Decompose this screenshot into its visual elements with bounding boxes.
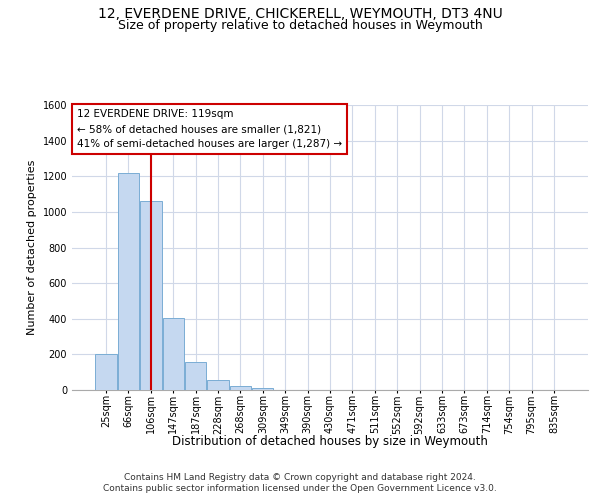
Bar [185, 362, 206, 390]
Bar [252, 388, 274, 390]
Text: Distribution of detached houses by size in Weymouth: Distribution of detached houses by size … [172, 435, 488, 448]
Bar [140, 201, 161, 390]
Bar [230, 386, 251, 390]
Text: 12, EVERDENE DRIVE, CHICKERELL, WEYMOUTH, DT3 4NU: 12, EVERDENE DRIVE, CHICKERELL, WEYMOUTH… [98, 8, 502, 22]
Bar [163, 318, 184, 390]
Text: Size of property relative to detached houses in Weymouth: Size of property relative to detached ho… [118, 19, 482, 32]
Text: Contains public sector information licensed under the Open Government Licence v3: Contains public sector information licen… [103, 484, 497, 493]
Text: 12 EVERDENE DRIVE: 119sqm
← 58% of detached houses are smaller (1,821)
41% of se: 12 EVERDENE DRIVE: 119sqm ← 58% of detac… [77, 110, 342, 149]
Bar [95, 354, 117, 390]
Bar [118, 172, 139, 390]
Text: Contains HM Land Registry data © Crown copyright and database right 2024.: Contains HM Land Registry data © Crown c… [124, 472, 476, 482]
Y-axis label: Number of detached properties: Number of detached properties [27, 160, 37, 335]
Bar [208, 380, 229, 390]
